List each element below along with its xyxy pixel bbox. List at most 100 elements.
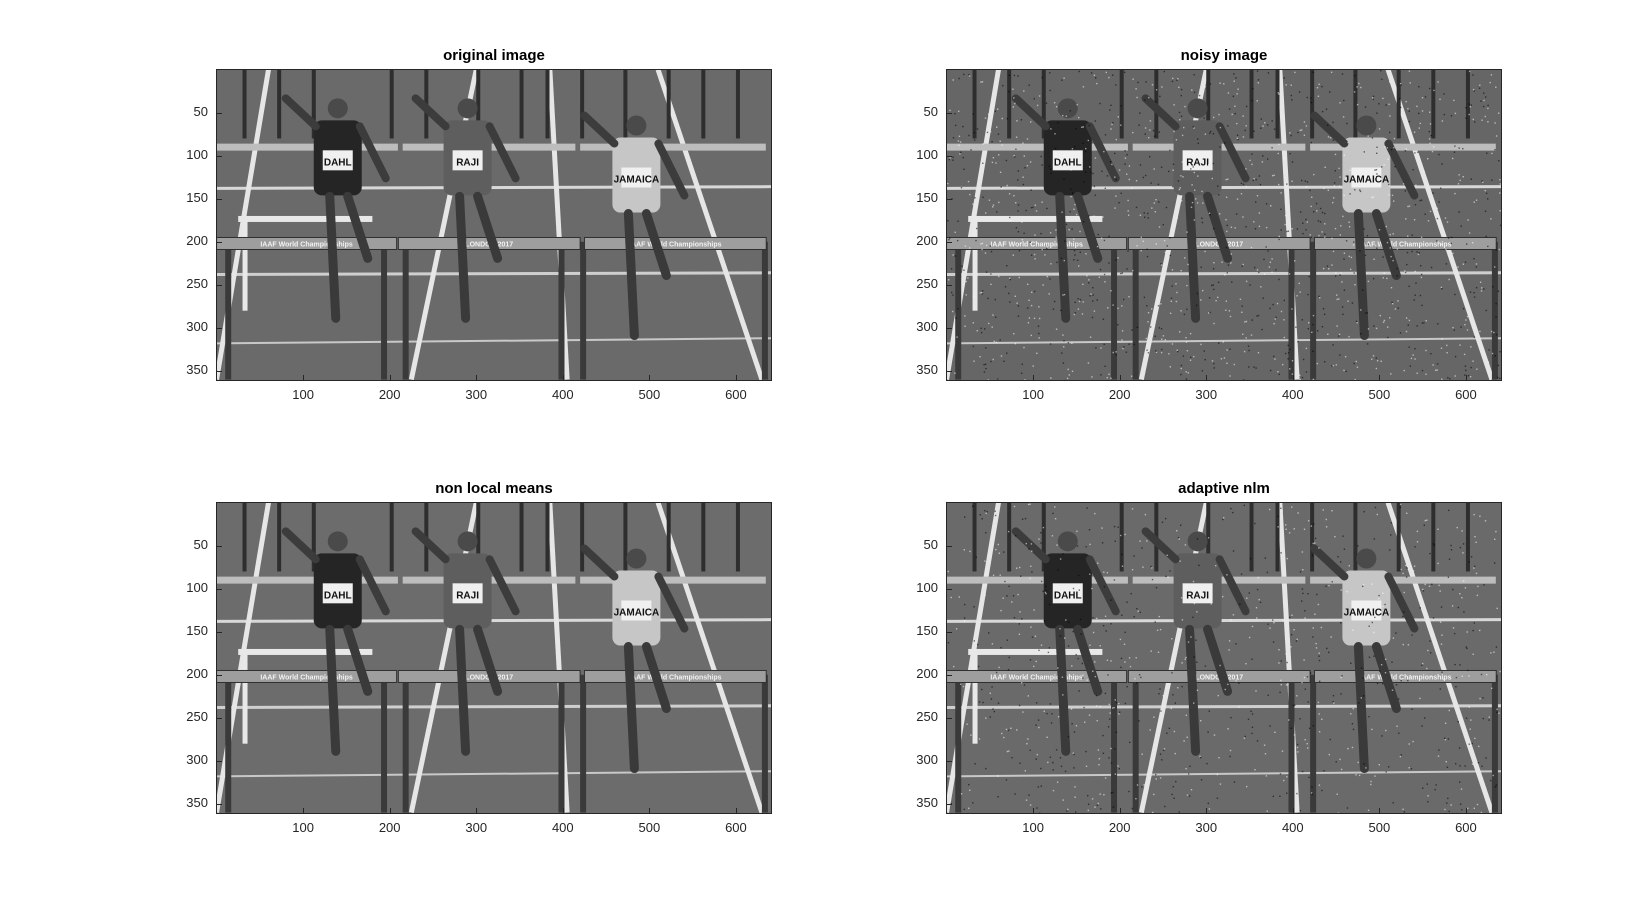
x-tick-mark xyxy=(562,808,564,813)
bib-text: JAMAICA xyxy=(1344,608,1390,619)
hurdle-bar xyxy=(1310,576,1496,584)
y-tick-label: 50 xyxy=(193,536,208,552)
athlete-head xyxy=(327,531,348,552)
y-tick-label: 150 xyxy=(916,622,938,638)
x-tick-mark xyxy=(303,808,305,813)
banner-text: IAAF World Championships xyxy=(629,674,722,681)
y-tick-label: 50 xyxy=(193,103,208,119)
y-tick-label: 350 xyxy=(916,794,938,810)
hurdle-post xyxy=(242,70,247,139)
y-tick-label: 200 xyxy=(186,232,208,248)
athlete-bib xyxy=(1351,167,1382,188)
athlete-leg xyxy=(473,191,503,263)
hurdle-leg xyxy=(1111,674,1118,813)
bib-text: JAMAICA xyxy=(614,608,660,619)
athlete-leg xyxy=(1203,191,1233,263)
hurdle-post xyxy=(1396,503,1401,572)
y-tick-mark xyxy=(217,674,222,676)
x-tick-label: 200 xyxy=(1108,387,1131,402)
x-tick-label: 500 xyxy=(1368,387,1391,402)
hurdle-post xyxy=(666,70,671,139)
athlete-arm xyxy=(411,94,450,131)
hurdle-leg xyxy=(558,674,565,813)
bib-text: DAHL xyxy=(324,590,352,601)
subplot-title: original image xyxy=(443,47,545,64)
hurdle-leg xyxy=(761,241,768,380)
athlete: JAMAICA xyxy=(1310,544,1419,774)
x-tick-mark xyxy=(476,375,478,380)
y-tick-mark xyxy=(947,588,952,590)
lane-marking xyxy=(217,70,271,380)
banner-text: IAAF World Championships xyxy=(260,241,353,248)
hurdle-post xyxy=(1353,70,1358,139)
hurdle-bar xyxy=(947,143,1128,151)
hurdle-leg xyxy=(1132,241,1139,380)
hurdle-post xyxy=(1275,503,1280,572)
y-tick-mark xyxy=(947,112,952,114)
x-tick-label: 400 xyxy=(1281,387,1304,402)
y-tick-mark xyxy=(947,241,952,243)
athlete: DAHL xyxy=(281,527,390,756)
hurdle-leg xyxy=(1111,241,1118,380)
lane-line xyxy=(947,704,1501,710)
athlete-leg xyxy=(1353,209,1369,341)
hurdle-post xyxy=(545,70,550,139)
athlete: DAHL xyxy=(1011,527,1120,756)
hurdle-leg xyxy=(1491,674,1498,813)
hurdle-post xyxy=(735,70,740,139)
x-tick-mark xyxy=(1379,375,1381,380)
image-canvas: IAAF World Championships LONDON 2017 IAAF … xyxy=(947,70,1501,380)
x-tick-mark xyxy=(1033,375,1035,380)
athlete-arm xyxy=(580,544,619,581)
hurdle-leg xyxy=(761,674,768,813)
hurdle-post xyxy=(389,503,394,572)
x-tick-label: 400 xyxy=(551,387,574,402)
athlete-leg xyxy=(1055,624,1071,756)
x-tick-label: 100 xyxy=(1022,387,1044,402)
athlete: JAMAICA xyxy=(580,544,689,774)
x-tick-mark xyxy=(1292,808,1294,813)
x-tick-label: 500 xyxy=(1368,820,1391,835)
y-tick-mark xyxy=(217,717,222,719)
hurdle-leg xyxy=(1310,241,1317,380)
y-tick-label: 350 xyxy=(916,361,938,377)
athlete: DAHL xyxy=(281,94,390,323)
x-tick-label: 200 xyxy=(378,387,401,402)
y-tick-label: 150 xyxy=(186,622,208,638)
hurdle-post xyxy=(1206,70,1211,139)
athlete-arm xyxy=(580,111,619,148)
lane-line xyxy=(947,271,1501,277)
athlete-bib xyxy=(621,600,652,621)
athlete-arm xyxy=(281,527,320,564)
x-tick-mark xyxy=(389,375,391,380)
x-tick-mark xyxy=(1292,375,1294,380)
lane-marking xyxy=(1385,70,1495,380)
x-tick-mark xyxy=(735,375,737,380)
athlete-leg xyxy=(1353,642,1369,774)
lane-line xyxy=(217,271,771,277)
athlete-leg xyxy=(343,191,373,263)
y-tick-label: 150 xyxy=(186,189,208,205)
athlete-leg xyxy=(455,624,471,756)
y-tick-mark xyxy=(217,370,222,372)
x-tick-label: 600 xyxy=(725,387,747,402)
hurdle-post xyxy=(666,503,671,572)
x-tick-mark xyxy=(1379,808,1381,813)
hurdle-leg xyxy=(381,674,388,813)
athlete-arm xyxy=(654,139,689,200)
hurdle-post xyxy=(1041,70,1046,139)
x-tick-mark xyxy=(562,375,564,380)
y-tick-label: 300 xyxy=(186,751,208,767)
x-tick-mark xyxy=(389,808,391,813)
lane-line xyxy=(217,618,771,623)
athlete-leg xyxy=(641,642,671,714)
hurdle-bar xyxy=(217,143,398,151)
x-tick-mark xyxy=(1206,375,1208,380)
hurdle-bar xyxy=(947,576,1128,584)
y-tick-mark xyxy=(947,760,952,762)
athlete: DAHL xyxy=(1011,94,1120,323)
hurdle-bar xyxy=(1310,143,1496,151)
y-tick-label: 200 xyxy=(916,232,938,248)
hurdle-post xyxy=(476,503,481,572)
hurdle-post xyxy=(1275,70,1280,139)
